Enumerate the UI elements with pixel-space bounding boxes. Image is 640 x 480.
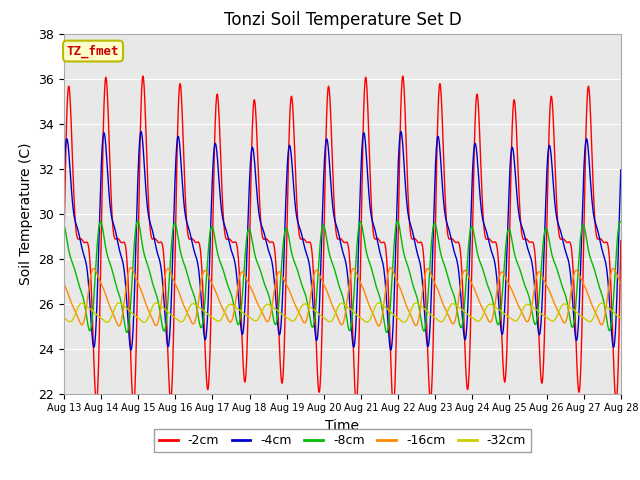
-4cm <box>127 347 135 353</box>
-4cm <box>124 310 131 315</box>
-32cm <box>157 303 164 309</box>
-8cm <box>274 312 282 318</box>
-16cm <box>547 290 554 296</box>
-2cm <box>157 239 164 245</box>
Line: -32cm: -32cm <box>64 303 621 322</box>
-16cm <box>124 273 132 279</box>
-2cm <box>606 269 614 275</box>
-16cm <box>617 281 625 287</box>
-8cm <box>157 314 164 320</box>
-16cm <box>115 323 123 329</box>
-2cm <box>124 267 131 273</box>
-4cm <box>60 171 68 177</box>
-16cm <box>387 265 394 271</box>
-4cm <box>137 129 145 134</box>
-8cm <box>394 218 401 224</box>
Line: -16cm: -16cm <box>64 268 621 326</box>
-2cm <box>60 238 68 243</box>
-8cm <box>606 327 614 333</box>
-2cm <box>274 299 282 304</box>
-2cm <box>547 101 554 107</box>
-4cm <box>157 264 164 270</box>
-32cm <box>60 315 68 321</box>
Y-axis label: Soil Temperature (C): Soil Temperature (C) <box>19 143 33 285</box>
-2cm <box>139 73 147 79</box>
-32cm <box>124 306 131 312</box>
-2cm <box>298 236 306 242</box>
-8cm <box>124 329 132 335</box>
-4cm <box>606 310 614 316</box>
-8cm <box>617 219 625 225</box>
Title: Tonzi Soil Temperature Set D: Tonzi Soil Temperature Set D <box>223 11 461 29</box>
-8cm <box>60 223 68 228</box>
-32cm <box>606 306 614 312</box>
-8cm <box>298 282 306 288</box>
Line: -4cm: -4cm <box>64 132 621 350</box>
-16cm <box>60 281 68 287</box>
-32cm <box>274 308 282 313</box>
-16cm <box>606 274 614 280</box>
-32cm <box>375 300 383 306</box>
-2cm <box>390 403 397 408</box>
-8cm <box>123 330 131 336</box>
-32cm <box>140 319 148 325</box>
-16cm <box>274 271 282 276</box>
Text: TZ_fmet: TZ_fmet <box>67 44 119 58</box>
X-axis label: Time: Time <box>325 419 360 433</box>
-16cm <box>298 316 306 322</box>
-4cm <box>274 324 282 329</box>
-4cm <box>617 167 625 173</box>
-16cm <box>157 304 164 310</box>
-4cm <box>298 233 306 239</box>
-32cm <box>547 317 554 323</box>
Line: -2cm: -2cm <box>64 76 621 406</box>
-32cm <box>617 315 625 321</box>
Line: -8cm: -8cm <box>64 221 621 333</box>
-2cm <box>617 238 625 243</box>
-8cm <box>547 243 554 249</box>
Legend: -2cm, -4cm, -8cm, -16cm, -32cm: -2cm, -4cm, -8cm, -16cm, -32cm <box>154 429 531 452</box>
-4cm <box>547 145 554 151</box>
-32cm <box>298 303 306 309</box>
